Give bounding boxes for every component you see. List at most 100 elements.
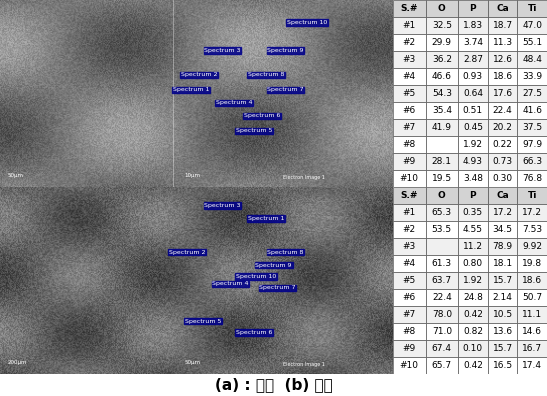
Text: 2.87: 2.87 [463,55,483,64]
Text: 9.92: 9.92 [522,242,542,251]
Text: 17.4: 17.4 [522,361,542,369]
Bar [488,85,517,102]
Text: 3.74: 3.74 [463,38,483,47]
Bar [393,0,426,17]
Bar [458,170,488,187]
Text: S.#: S.# [400,191,418,200]
Bar [458,357,488,373]
Text: 27.5: 27.5 [522,89,542,98]
Text: 97.9: 97.9 [522,140,542,149]
Text: 19.5: 19.5 [432,174,452,183]
Text: #10: #10 [400,361,418,369]
Text: 41.9: 41.9 [432,123,452,132]
Text: 37.5: 37.5 [522,123,542,132]
Bar [488,153,517,170]
Text: #1: #1 [403,21,416,30]
Text: 0.30: 0.30 [492,174,513,183]
Text: Spectrum 4: Spectrum 4 [212,282,249,286]
Text: #7: #7 [403,310,416,319]
Text: 0.42: 0.42 [463,361,483,369]
Text: #6: #6 [403,293,416,302]
Text: 29.9: 29.9 [432,38,452,47]
Bar [458,272,488,289]
Bar [426,272,458,289]
Text: 48.4: 48.4 [522,55,542,64]
Text: 0.93: 0.93 [463,72,483,81]
Bar [488,68,517,85]
Text: Spectrum 7: Spectrum 7 [267,87,304,92]
Text: 14.6: 14.6 [522,327,542,336]
Text: 46.6: 46.6 [432,72,452,81]
Text: Spectrum 10: Spectrum 10 [287,20,327,25]
Bar [393,187,426,204]
Bar [488,238,517,255]
Bar [517,272,547,289]
Text: 4.55: 4.55 [463,225,483,234]
Text: 10.5: 10.5 [492,310,513,319]
Bar [393,170,426,187]
Text: #6: #6 [403,106,416,115]
Text: #5: #5 [403,276,416,285]
Text: Spectrum 6: Spectrum 6 [243,113,280,118]
Text: #9: #9 [403,157,416,166]
Bar [426,51,458,68]
Text: 50μm: 50μm [8,173,24,179]
Bar [458,153,488,170]
Text: 55.1: 55.1 [522,38,542,47]
Text: 0.80: 0.80 [463,259,483,268]
Text: 22.4: 22.4 [432,293,452,302]
Text: 71.0: 71.0 [432,327,452,336]
Text: 0.73: 0.73 [492,157,513,166]
Text: Spectrum 5: Spectrum 5 [185,319,221,324]
Text: 17.2: 17.2 [492,208,513,217]
Text: 65.7: 65.7 [432,361,452,369]
Text: 78.9: 78.9 [492,242,513,251]
Text: #9: #9 [403,344,416,352]
Bar [426,17,458,34]
Text: 11.1: 11.1 [522,310,542,319]
Text: Electron Image 1: Electron Image 1 [283,175,325,180]
Text: 200μm: 200μm [8,360,27,365]
Text: #2: #2 [403,38,416,47]
Bar [393,51,426,68]
Text: 76.8: 76.8 [522,174,542,183]
Text: Spectrum 8: Spectrum 8 [267,249,304,255]
Text: 7.53: 7.53 [522,225,542,234]
Bar [393,272,426,289]
Text: #3: #3 [403,55,416,64]
Bar [426,221,458,238]
Bar [426,289,458,306]
Text: #1: #1 [403,208,416,217]
Bar [517,187,547,204]
Bar [393,17,426,34]
Text: 16.5: 16.5 [492,361,513,369]
Bar [426,255,458,272]
Text: 54.3: 54.3 [432,89,452,98]
Text: 78.0: 78.0 [432,310,452,319]
Bar [393,204,426,221]
Text: Spectrum 2: Spectrum 2 [181,72,217,77]
Text: #8: #8 [403,327,416,336]
Bar [488,34,517,51]
Bar [488,221,517,238]
Bar [517,306,547,323]
Bar [458,323,488,340]
Text: #5: #5 [403,89,416,98]
Text: Spectrum 6: Spectrum 6 [236,330,272,335]
Text: Spectrum 8: Spectrum 8 [248,72,284,77]
Text: 17.2: 17.2 [522,208,542,217]
Bar [517,221,547,238]
Bar [426,136,458,153]
Text: Spectrum 1: Spectrum 1 [248,216,284,221]
Bar [517,102,547,119]
Text: 53.5: 53.5 [432,225,452,234]
Text: 11.2: 11.2 [463,242,483,251]
Text: 0.42: 0.42 [463,310,483,319]
Text: 17.6: 17.6 [492,89,513,98]
Bar [517,170,547,187]
Bar [458,0,488,17]
Bar [517,357,547,373]
Bar [458,221,488,238]
Bar [517,85,547,102]
Text: O: O [438,191,446,200]
